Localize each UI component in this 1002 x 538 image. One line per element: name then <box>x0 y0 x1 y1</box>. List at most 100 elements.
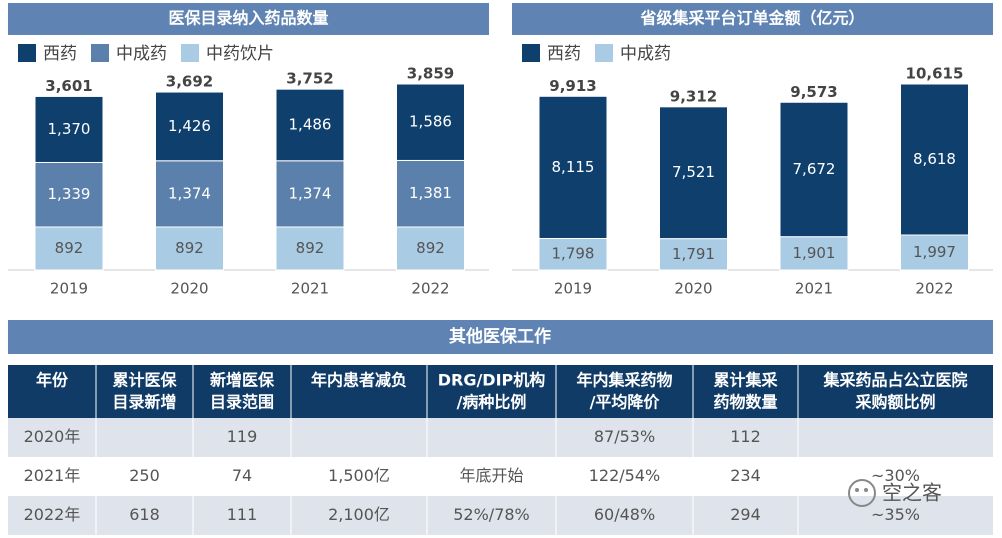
bar-value-label: 892 <box>175 239 204 257</box>
legend-label: 西药 <box>547 44 581 64</box>
bar-segment <box>659 106 728 240</box>
bar-value-label: 1,374 <box>289 184 332 202</box>
x-tick-label: 2021 <box>795 280 833 298</box>
bar-segment <box>779 101 849 238</box>
table-title-bar <box>8 320 993 354</box>
table-cell: 250 <box>129 466 160 485</box>
x-tick-label: 2021 <box>291 280 329 298</box>
bar-value-label: 1,791 <box>672 245 715 263</box>
bar-value-label: 8,115 <box>552 158 595 176</box>
bar-value-label: 892 <box>296 239 325 257</box>
table-cell: 122/54% <box>589 466 661 485</box>
table-cell: 119 <box>227 427 258 446</box>
total-label: 9,312 <box>670 87 717 105</box>
legend-swatch <box>181 44 199 62</box>
header-cell: 目录范围 <box>210 393 274 412</box>
table-cell: 年底开始 <box>459 466 523 485</box>
bar-value-label: 8,618 <box>913 150 956 168</box>
x-tick-label: 2019 <box>50 280 88 298</box>
legend-swatch <box>18 44 36 62</box>
bar-segment <box>396 83 465 161</box>
total-label: 3,601 <box>45 77 92 95</box>
table-cell: 87/53% <box>594 427 655 446</box>
x-tick-label: 2019 <box>554 280 592 298</box>
legend-swatch <box>522 44 540 62</box>
watermark-icon <box>848 479 876 507</box>
header-cell: 集采药品占公立医院 <box>822 371 967 390</box>
legend-label: 西药 <box>43 44 77 64</box>
table-cell: 1,500亿 <box>328 466 390 485</box>
bar-segment <box>155 226 224 271</box>
watermark-text: 空之客 <box>882 481 942 505</box>
bar-value-label: 1,798 <box>552 245 595 263</box>
header-cell: 药物数量 <box>713 393 777 412</box>
legend-label: 中成药 <box>116 44 167 64</box>
chart-title: 省级集采平台订单金额（亿元） <box>639 9 864 28</box>
bar-segment <box>34 161 104 228</box>
chart-title: 医保目录纳入药品数量 <box>168 9 328 28</box>
header-cell: 目录新增 <box>112 393 176 412</box>
table-cell: ~30% <box>871 466 920 485</box>
bar-segment <box>275 226 345 271</box>
total-label: 9,573 <box>790 83 837 101</box>
total-label: 3,752 <box>286 70 333 88</box>
title-bar <box>512 3 993 35</box>
bar-value-label: 1,339 <box>48 185 91 203</box>
bar-value-label: 1,381 <box>409 184 452 202</box>
table-row-bg <box>8 457 993 496</box>
x-tick-label: 2022 <box>915 280 953 298</box>
bar-segment <box>900 234 969 271</box>
table-cell: 294 <box>730 505 761 524</box>
bar-segment <box>538 95 608 239</box>
x-tick-label: 2020 <box>674 280 712 298</box>
bar-value-label: 7,521 <box>672 163 715 181</box>
table-title: 其他医保工作 <box>449 326 551 347</box>
header-cell: 累计集采 <box>713 371 777 390</box>
bar-segment <box>779 236 849 271</box>
bar-value-label: 1,426 <box>168 117 211 135</box>
bar-value-label: 1,370 <box>48 120 91 138</box>
bar-value-label: 7,672 <box>793 160 836 178</box>
table-cell: 111 <box>227 505 258 524</box>
header-cell: /平均降价 <box>590 393 661 412</box>
legend-label: 中药饮片 <box>206 44 274 64</box>
table-cell: 618 <box>129 505 160 524</box>
total-label: 9,913 <box>549 77 596 95</box>
x-tick-label: 2020 <box>170 280 208 298</box>
legend-swatch <box>91 44 109 62</box>
bar-segment <box>900 83 969 236</box>
header-cell: 累计医保 <box>112 371 177 390</box>
header-cell: 采购额比例 <box>854 393 935 412</box>
watermark-icon-dot <box>864 488 868 492</box>
table-cell: 2021年 <box>24 466 81 485</box>
watermark-icon-dot <box>855 488 859 492</box>
table-cell: 234 <box>730 466 761 485</box>
header-cell: 年内集采药物 <box>576 371 672 390</box>
total-label: 10,615 <box>906 65 964 83</box>
table-header-bg <box>8 365 993 418</box>
header-cell: 年内患者减负 <box>311 371 407 390</box>
total-label: 3,859 <box>407 65 454 83</box>
bar-value-label: 1,486 <box>289 115 332 133</box>
header-cell: /病种比例 <box>457 393 527 412</box>
table-cell: 2,100亿 <box>328 505 390 524</box>
table-row-bg <box>8 418 993 457</box>
watermark: 空之客 <box>848 479 942 507</box>
bar-value-label: 892 <box>55 239 84 257</box>
table-cell: 2020年 <box>24 427 81 446</box>
bar-value-label: 1,901 <box>793 244 836 262</box>
x-tick-label: 2022 <box>411 280 449 298</box>
header-cell: 年份 <box>36 371 69 390</box>
bar-segment <box>275 88 345 162</box>
header-cell: 新增医保 <box>210 371 275 390</box>
bar-segment <box>275 160 345 228</box>
header-cell: DRG/DIP机构 <box>438 371 546 390</box>
bar-segment <box>155 160 224 228</box>
table-cell: ~35% <box>871 505 920 524</box>
table-cell: 60/48% <box>594 505 655 524</box>
legend-swatch <box>595 44 613 62</box>
bar-value-label: 1,374 <box>168 184 211 202</box>
table-cell: 112 <box>730 427 761 446</box>
table-cell: 2022年 <box>24 505 81 524</box>
